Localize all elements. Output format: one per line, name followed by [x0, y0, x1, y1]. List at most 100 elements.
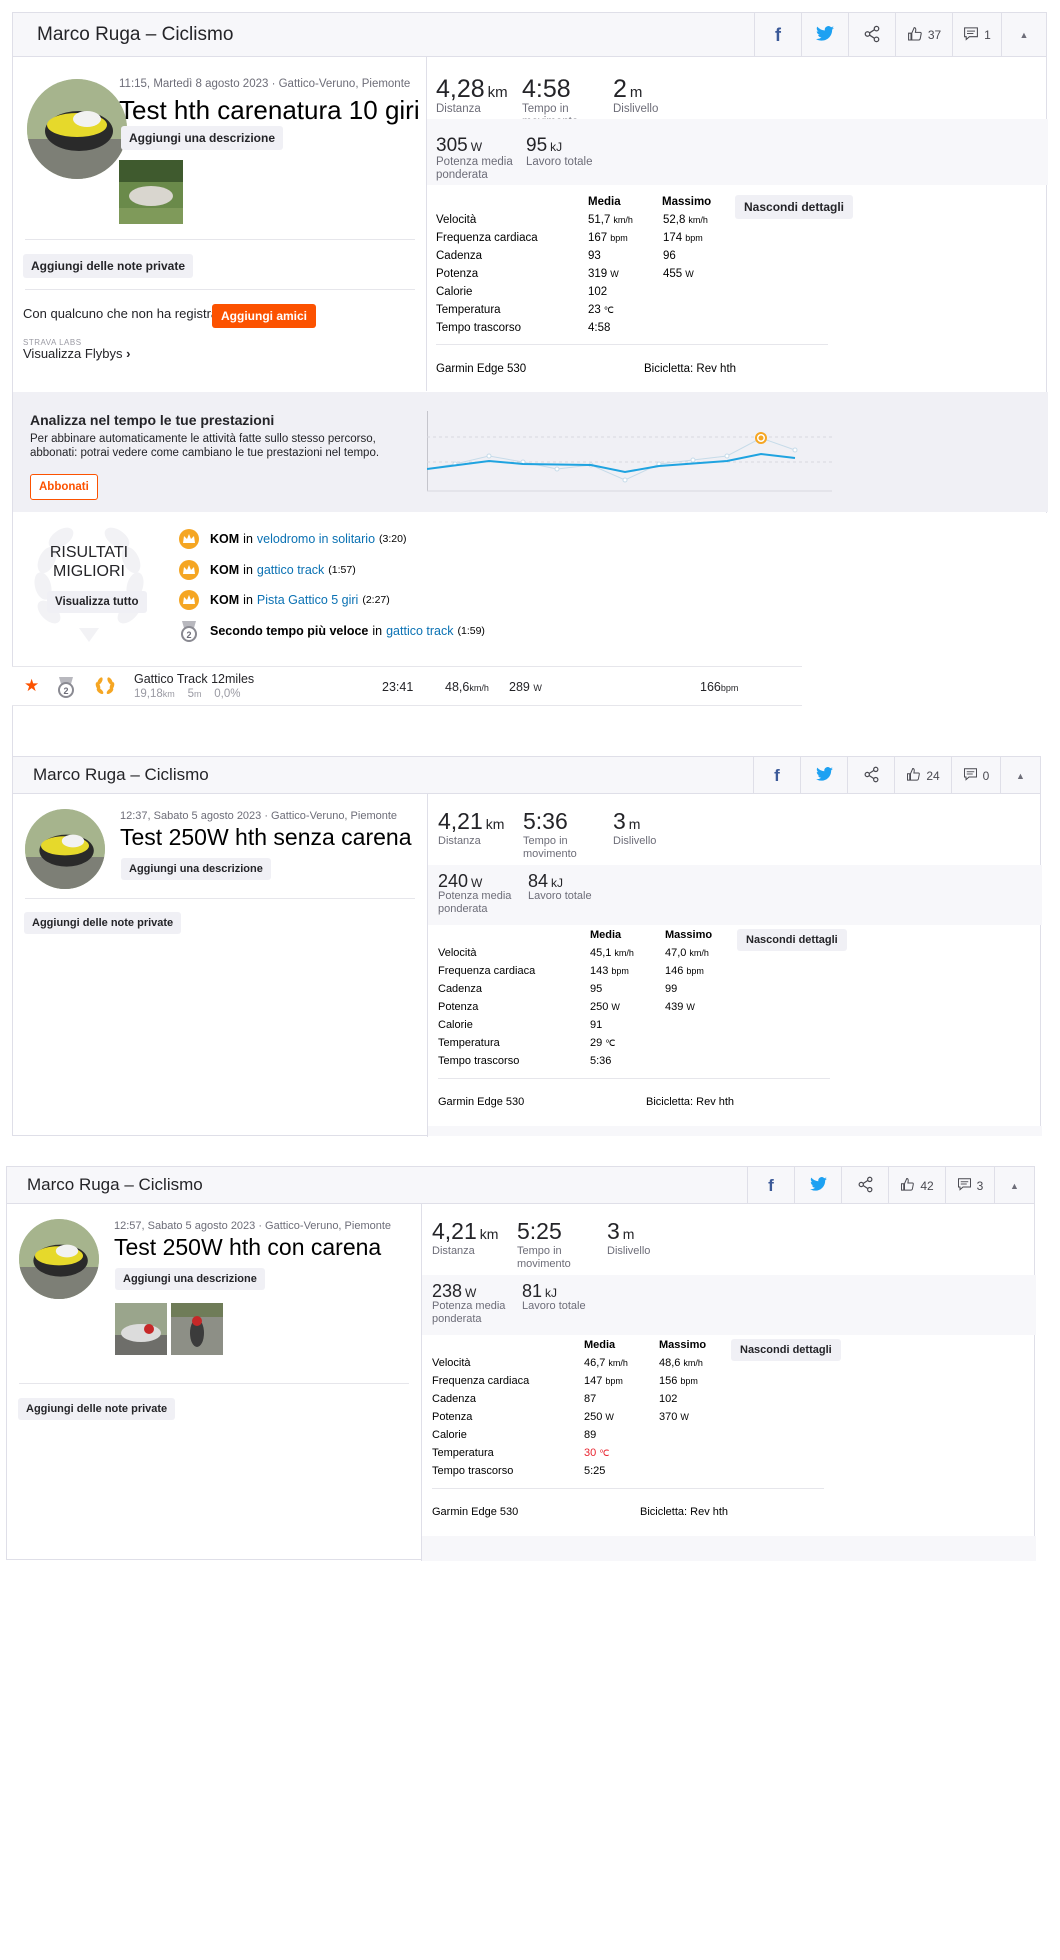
twitter-share-button[interactable] — [800, 757, 847, 794]
facebook-share-button[interactable]: f — [753, 757, 800, 794]
stat-row-label: Frequenza cardiaca — [438, 965, 536, 977]
twitter-share-button[interactable] — [801, 13, 848, 57]
activity-photo[interactable] — [119, 160, 183, 224]
facebook-share-button[interactable]: f — [754, 13, 801, 57]
kom-crown-icon — [178, 589, 200, 611]
activity-title[interactable]: Test 250W hth senza carena — [120, 824, 412, 850]
add-private-notes-button[interactable]: Aggiungi delle note private — [18, 1398, 176, 1420]
others-prompt: Con qualcuno che non ha registrato? — [23, 306, 237, 321]
athlete-avatar[interactable] — [25, 809, 105, 889]
distance-unit: km — [479, 1226, 499, 1242]
subscribe-button[interactable]: Abbonati — [30, 474, 98, 500]
segment-link[interactable]: gattico track — [256, 562, 325, 577]
add-friends-button[interactable]: Aggiungi amici — [212, 304, 317, 328]
share-icon — [857, 1176, 874, 1196]
add-private-notes-button[interactable]: Aggiungi delle note private — [23, 254, 194, 278]
stat-avg-value: 5:25 — [584, 1465, 606, 1477]
comments-button[interactable]: 0 — [951, 757, 1000, 794]
share-button[interactable] — [847, 757, 894, 794]
stat-max-value: 174 — [663, 232, 683, 244]
activity-photo[interactable] — [171, 1303, 223, 1355]
kudos-button[interactable]: 24 — [894, 757, 951, 794]
activity-photo[interactable] — [115, 1303, 167, 1355]
stat-max-unit: bpm — [680, 1376, 698, 1386]
hide-details-button[interactable]: Nascondi dettagli — [737, 929, 847, 951]
kudos-count: 42 — [920, 1178, 934, 1193]
stat-avg-unit: W — [610, 269, 619, 279]
stat-row-avg: 167 bpm — [588, 232, 628, 244]
comments-button[interactable]: 1 — [952, 13, 1001, 57]
athlete-sport-title[interactable]: Marco Ruga – Ciclismo — [33, 765, 209, 784]
stat-avg-value: 250 — [590, 1001, 609, 1013]
achievement-item: KOM in Pista Gattico 5 giri (2:27) — [178, 589, 390, 611]
segment-link[interactable]: gattico track — [386, 623, 454, 638]
moving-time-number: 5:36 — [523, 808, 568, 834]
achievement-time: (2:27) — [362, 594, 390, 606]
device-name: Garmin Edge 530 — [438, 1096, 525, 1108]
hide-details-button[interactable]: Nascondi dettagli — [731, 1339, 841, 1361]
facebook-share-button[interactable]: f — [747, 1167, 794, 1204]
stat-row-avg: 102 — [588, 286, 610, 298]
segment-speed: 48,6km/h — [445, 680, 489, 694]
weighted-power-number: 238 — [432, 1281, 463, 1301]
comments-button[interactable]: 3 — [945, 1167, 994, 1204]
best-results-line1: RISULTATI — [49, 544, 129, 561]
share-button[interactable] — [848, 13, 895, 57]
kudos-button[interactable]: 42 — [888, 1167, 945, 1204]
add-description-button[interactable]: Aggiungi una descrizione — [121, 126, 284, 150]
column-divider — [421, 1204, 422, 1561]
view-flybys-link[interactable]: Visualizza Flybys › — [23, 346, 130, 361]
kudos-button[interactable]: 37 — [895, 13, 952, 57]
collapse-button[interactable]: ▲ — [1001, 13, 1046, 57]
stat-row-avg: 5:36 — [590, 1055, 614, 1067]
segment-power: 289 W — [509, 680, 542, 694]
stat-row-max: 146 bpm — [665, 965, 704, 977]
work-value: 95 kJ — [526, 135, 562, 157]
stat-row-label: Cadenza — [438, 983, 483, 995]
divider — [25, 289, 415, 290]
view-all-results-button[interactable]: Visualizza tutto — [47, 591, 147, 613]
stat-max-value: 47,0 — [665, 947, 687, 959]
work-label: Lavoro totale — [522, 1300, 586, 1312]
thumbs-up-icon — [907, 26, 923, 45]
segment-name[interactable]: Gattico Track 12miles — [134, 672, 255, 686]
hide-details-button[interactable]: Nascondi dettagli — [735, 195, 854, 219]
thumbs-up-icon — [900, 1177, 915, 1195]
athlete-avatar[interactable] — [27, 79, 127, 179]
stat-row-avg: 93 — [588, 250, 604, 262]
star-icon[interactable]: ★ — [24, 676, 40, 695]
stat-row-label: Potenza — [438, 1001, 479, 1013]
stat-row-avg: 29 ℃ — [590, 1037, 615, 1049]
achievement-connector: in — [243, 532, 253, 546]
work-label: Lavoro totale — [526, 156, 593, 168]
medal-2-icon: 2 — [178, 620, 200, 642]
share-button[interactable] — [841, 1167, 888, 1204]
collapse-button[interactable]: ▲ — [1000, 757, 1040, 794]
activity-title[interactable]: Test hth carenatura 10 giri — [119, 95, 420, 125]
segment-link[interactable]: Pista Gattico 5 giri — [256, 593, 359, 607]
athlete-avatar[interactable] — [19, 1219, 99, 1299]
column-divider — [427, 794, 428, 1137]
stat-row-avg: 45,1 km/h — [590, 947, 634, 959]
stat-avg-value: 46,7 — [584, 1357, 606, 1369]
athlete-sport-title[interactable]: Marco Ruga – Ciclismo — [27, 1175, 203, 1194]
add-description-button[interactable]: Aggiungi una descrizione — [115, 1268, 265, 1290]
weighted-power-value: 305 W — [436, 135, 482, 157]
collapse-button[interactable]: ▲ — [994, 1167, 1034, 1204]
add-private-notes-button[interactable]: Aggiungi delle note private — [24, 912, 182, 934]
weighted-power-label: Potenza media ponderata — [436, 156, 513, 181]
bike-name: Bicicletta: Rev hth — [644, 363, 737, 375]
work-value: 84 kJ — [528, 871, 563, 892]
activity-title[interactable]: Test 250W hth con carena — [114, 1234, 382, 1260]
add-description-button[interactable]: Aggiungi una descrizione — [121, 858, 271, 880]
stat-avg-value: 95 — [590, 983, 603, 995]
athlete-sport-title[interactable]: Marco Ruga – Ciclismo — [37, 24, 234, 45]
stat-avg-unit: W — [605, 1412, 614, 1422]
segment-effort-row[interactable]: ★ 2 Gattico Track 12miles 19,18km 5m 0,0… — [12, 666, 802, 706]
twitter-share-button[interactable] — [794, 1167, 841, 1204]
achievement-time: (1:59) — [457, 624, 485, 637]
divider — [438, 1078, 830, 1079]
segment-link[interactable]: velodromo in solitario — [256, 532, 376, 546]
stat-row-label: Calorie — [432, 1429, 467, 1441]
achievement-type: KOM — [210, 532, 240, 546]
